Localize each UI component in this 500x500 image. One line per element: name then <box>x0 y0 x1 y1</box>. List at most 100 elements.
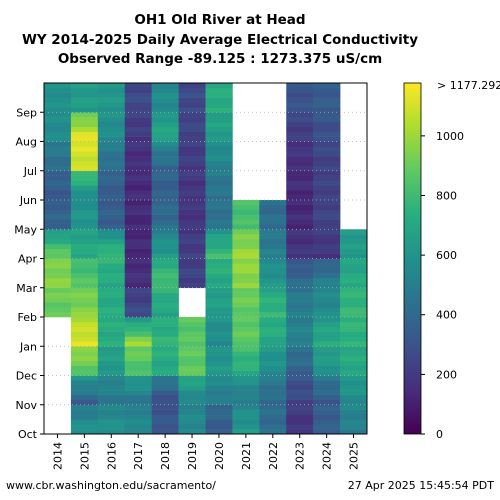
heatmap-cell <box>178 136 206 142</box>
heatmap-cell <box>178 390 206 396</box>
heatmap-cell <box>97 326 126 332</box>
heatmap-cell <box>178 424 206 430</box>
heatmap-cell <box>124 102 152 108</box>
heatmap-cell <box>178 92 206 98</box>
heatmap-cell <box>178 326 206 332</box>
heatmap-cell <box>97 258 126 264</box>
heatmap-cell <box>259 365 287 371</box>
heatmap-cell <box>286 321 314 328</box>
heatmap-cell <box>205 346 233 352</box>
heatmap-cell <box>340 341 368 347</box>
heatmap-cell <box>70 209 99 215</box>
heatmap-cell <box>70 263 99 269</box>
heatmap-cell <box>205 258 233 264</box>
heatmap-cell <box>178 239 206 245</box>
heatmap-cell <box>313 390 341 396</box>
heatmap-cell <box>70 102 99 108</box>
heatmap-cell <box>286 97 314 103</box>
heatmap-cell <box>151 97 179 103</box>
heatmap-cell <box>232 278 260 284</box>
heatmap-cell <box>178 317 206 323</box>
heatmap-cell <box>124 185 152 191</box>
heatmap-cell <box>70 419 99 425</box>
heatmap-cell <box>340 370 368 376</box>
heatmap-cell <box>313 365 341 371</box>
heatmap-cell <box>97 414 126 420</box>
heatmap-cell <box>232 404 260 410</box>
heatmap-cell <box>205 263 233 269</box>
heatmap-cell <box>151 161 179 167</box>
heatmap-cell <box>232 248 260 254</box>
heatmap-cell <box>205 107 233 113</box>
heatmap-cell <box>70 170 99 176</box>
heatmap-cell <box>286 136 314 142</box>
colorbar <box>403 82 422 435</box>
heatmap-cell <box>44 175 72 181</box>
heatmap-cell <box>232 331 260 337</box>
heatmap-cell <box>151 297 179 303</box>
heatmap-cell <box>70 278 99 284</box>
heatmap-cell <box>340 409 368 415</box>
heatmap-cell <box>70 92 99 98</box>
heatmap-cell <box>124 370 152 376</box>
heatmap-cell <box>205 302 233 308</box>
heatmap-cell <box>70 97 99 103</box>
heatmap-cell <box>178 360 206 367</box>
heatmap-cell <box>151 302 179 308</box>
heatmap-cell <box>313 429 341 435</box>
heatmap-cell <box>151 380 179 386</box>
heatmap-cell <box>178 346 206 352</box>
heatmap-cell <box>124 409 152 415</box>
y-tick-label: Apr <box>18 253 38 266</box>
heatmap-cell <box>313 126 341 133</box>
heatmap-cell <box>340 268 368 274</box>
heatmap-cell <box>124 307 152 313</box>
y-tick-label: Nov <box>16 399 38 412</box>
heatmap-cell <box>205 151 233 157</box>
x-tick-label: 2017 <box>132 442 145 470</box>
heatmap-cell <box>70 136 99 142</box>
heatmap-cell <box>178 399 206 406</box>
heatmap-cell <box>124 209 152 215</box>
heatmap-cell <box>70 282 99 289</box>
heatmap-cell <box>44 112 72 118</box>
heatmap-cell <box>70 126 99 133</box>
heatmap-cell <box>313 409 341 415</box>
heatmap-cell <box>259 404 287 410</box>
heatmap-cell <box>151 195 179 201</box>
heatmap-cell <box>124 151 152 157</box>
heatmap-cell <box>205 209 233 215</box>
heatmap-cell <box>205 102 233 108</box>
heatmap-cell <box>313 170 341 176</box>
x-tick-label: 2016 <box>105 442 118 470</box>
heatmap-cell <box>313 224 341 230</box>
heatmap-cell <box>259 312 287 318</box>
heatmap-cell <box>205 117 233 123</box>
heatmap-cell <box>97 312 126 318</box>
heatmap-cell <box>205 122 233 128</box>
x-tick-label: 2025 <box>348 442 361 470</box>
heatmap-cell <box>313 131 341 137</box>
heatmap-cell <box>313 180 341 186</box>
heatmap-cell <box>340 253 368 259</box>
heatmap-cell <box>97 156 126 162</box>
heatmap-cell <box>205 248 233 254</box>
heatmap-cell <box>313 404 341 410</box>
heatmap-cell <box>151 404 179 410</box>
heatmap-cell <box>313 83 341 89</box>
heatmap-cell <box>124 287 152 293</box>
heatmap-cell <box>151 141 179 147</box>
heatmap-cell <box>286 161 314 167</box>
heatmap-cell <box>124 395 152 401</box>
heatmap-cell <box>340 263 368 269</box>
heatmap-cell <box>124 141 152 147</box>
heatmap-cell <box>97 126 126 133</box>
heatmap-cell <box>97 351 126 357</box>
heatmap-cell <box>286 341 314 347</box>
heatmap-cell <box>259 429 287 435</box>
heatmap-cell <box>124 219 152 225</box>
heatmap-cell <box>44 136 72 142</box>
heatmap-cell <box>286 219 314 225</box>
y-tick-label: Sep <box>16 106 37 119</box>
heatmap-cell <box>232 365 260 371</box>
